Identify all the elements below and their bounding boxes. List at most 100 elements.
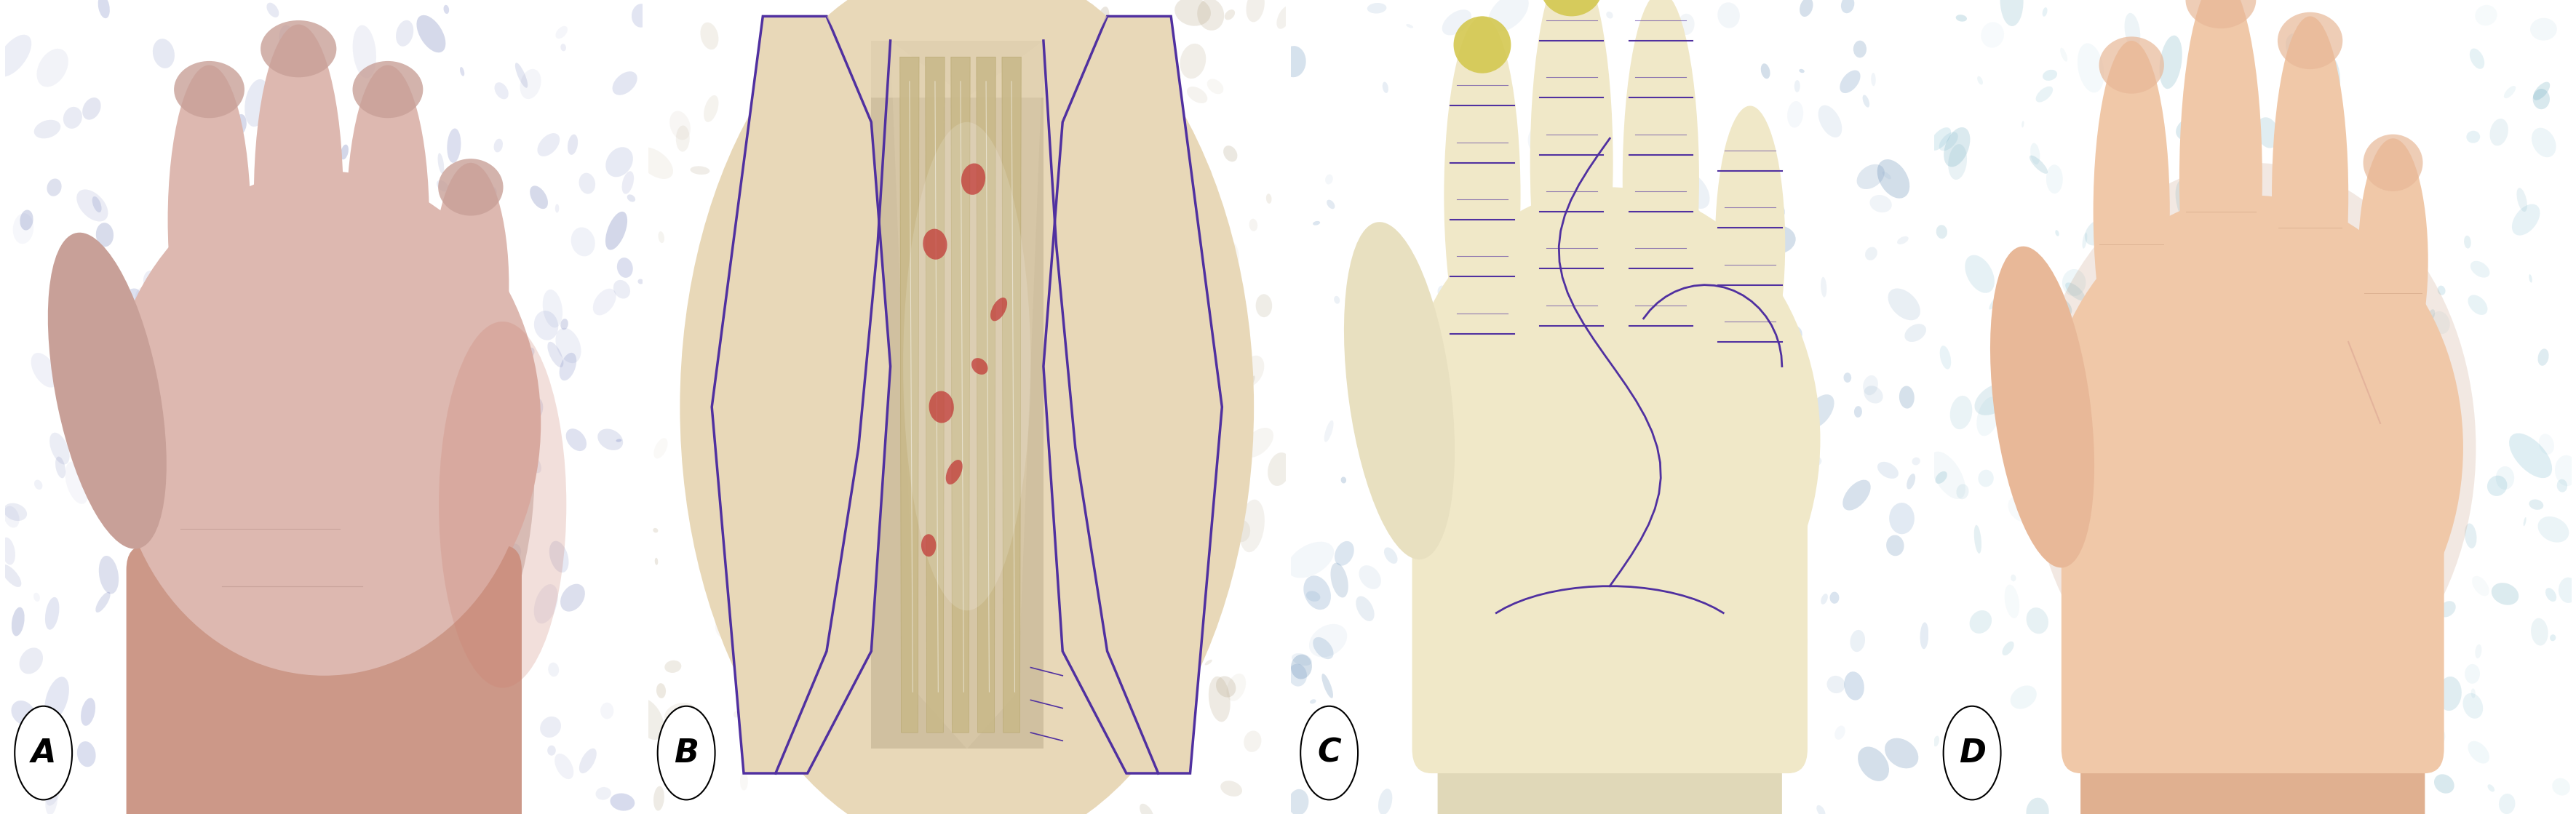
Ellipse shape: [144, 270, 162, 298]
Ellipse shape: [1069, 284, 1074, 289]
Ellipse shape: [1741, 544, 1759, 559]
Ellipse shape: [533, 584, 559, 624]
Ellipse shape: [2362, 134, 2421, 191]
Ellipse shape: [2555, 455, 2576, 486]
Ellipse shape: [1935, 225, 1947, 239]
Ellipse shape: [1018, 11, 1028, 24]
Ellipse shape: [2025, 607, 2048, 634]
Ellipse shape: [309, 404, 332, 455]
Ellipse shape: [984, 799, 997, 813]
Ellipse shape: [1716, 247, 1723, 264]
Ellipse shape: [1855, 406, 1862, 418]
Ellipse shape: [2336, 315, 2357, 353]
Ellipse shape: [1633, 548, 1646, 575]
Ellipse shape: [21, 210, 33, 230]
Ellipse shape: [611, 794, 634, 811]
Ellipse shape: [1731, 545, 1752, 571]
Ellipse shape: [1007, 196, 1020, 212]
Ellipse shape: [1443, 16, 1520, 374]
Ellipse shape: [420, 379, 430, 384]
Ellipse shape: [2025, 798, 2048, 814]
Ellipse shape: [2048, 466, 2053, 474]
Ellipse shape: [495, 82, 507, 99]
Ellipse shape: [1968, 610, 1991, 633]
Ellipse shape: [2306, 168, 2329, 206]
Ellipse shape: [0, 564, 21, 587]
Ellipse shape: [912, 387, 927, 414]
Ellipse shape: [778, 210, 793, 234]
Ellipse shape: [1654, 255, 1674, 267]
Ellipse shape: [2550, 634, 2555, 641]
Ellipse shape: [2069, 396, 2084, 418]
Ellipse shape: [1698, 667, 1723, 702]
Ellipse shape: [1950, 396, 1971, 429]
Ellipse shape: [417, 15, 446, 53]
Ellipse shape: [397, 365, 410, 384]
Ellipse shape: [2532, 89, 2550, 109]
Ellipse shape: [840, 475, 850, 500]
Ellipse shape: [1610, 440, 1628, 458]
Ellipse shape: [1458, 393, 1466, 409]
Ellipse shape: [507, 544, 520, 560]
Ellipse shape: [945, 460, 963, 484]
Ellipse shape: [1476, 212, 1494, 234]
Ellipse shape: [2120, 475, 2128, 484]
Ellipse shape: [2099, 117, 2117, 144]
Ellipse shape: [1082, 327, 1110, 361]
Ellipse shape: [167, 612, 173, 623]
Ellipse shape: [1376, 254, 1391, 280]
Ellipse shape: [546, 342, 564, 367]
Ellipse shape: [1502, 317, 1520, 339]
Ellipse shape: [376, 98, 397, 132]
Ellipse shape: [477, 445, 495, 467]
Ellipse shape: [2084, 219, 2110, 246]
Ellipse shape: [2169, 589, 2174, 594]
Ellipse shape: [214, 527, 219, 536]
Ellipse shape: [562, 44, 567, 51]
Ellipse shape: [1561, 794, 1584, 814]
Polygon shape: [827, 16, 1108, 98]
Ellipse shape: [902, 122, 1030, 610]
Ellipse shape: [1453, 16, 1510, 73]
Ellipse shape: [2290, 129, 2300, 142]
Ellipse shape: [1203, 187, 1218, 215]
Ellipse shape: [2141, 351, 2156, 365]
Ellipse shape: [2223, 326, 2259, 354]
Ellipse shape: [224, 381, 237, 400]
Ellipse shape: [2463, 235, 2470, 248]
Ellipse shape: [1329, 724, 1350, 752]
Ellipse shape: [616, 439, 621, 442]
Ellipse shape: [1280, 46, 1306, 77]
Ellipse shape: [2306, 77, 2324, 111]
Ellipse shape: [600, 702, 613, 719]
Ellipse shape: [1659, 187, 1667, 206]
Ellipse shape: [2120, 502, 2136, 517]
Ellipse shape: [626, 195, 636, 202]
Ellipse shape: [155, 759, 165, 768]
Ellipse shape: [1476, 382, 1497, 414]
Ellipse shape: [1806, 456, 1821, 466]
Ellipse shape: [1157, 33, 1170, 56]
Ellipse shape: [1159, 393, 1170, 405]
Ellipse shape: [2334, 247, 2352, 265]
Ellipse shape: [296, 671, 319, 715]
Ellipse shape: [44, 676, 70, 720]
FancyBboxPatch shape: [126, 545, 520, 814]
Ellipse shape: [131, 509, 155, 540]
Ellipse shape: [1955, 15, 1965, 21]
Ellipse shape: [1036, 801, 1043, 807]
Ellipse shape: [1965, 255, 1994, 293]
Ellipse shape: [1955, 484, 1968, 499]
Ellipse shape: [2429, 311, 2450, 334]
Ellipse shape: [1942, 127, 1971, 167]
Ellipse shape: [1646, 771, 1662, 791]
Ellipse shape: [1819, 105, 1842, 138]
Ellipse shape: [2076, 43, 2105, 93]
Ellipse shape: [1883, 738, 1919, 768]
Ellipse shape: [598, 429, 623, 450]
Ellipse shape: [732, 202, 755, 260]
Ellipse shape: [1862, 375, 1878, 395]
Ellipse shape: [739, 772, 747, 790]
Ellipse shape: [1788, 326, 1801, 341]
Ellipse shape: [2517, 188, 2527, 212]
